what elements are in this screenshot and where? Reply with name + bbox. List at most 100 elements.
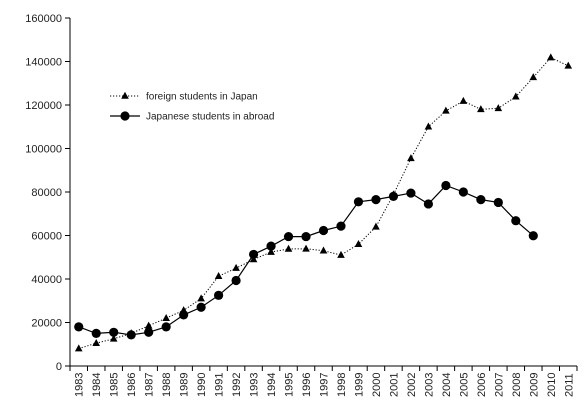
data-point <box>196 302 206 312</box>
data-point <box>511 216 521 226</box>
data-point <box>406 188 416 198</box>
x-tick-label: 1990 <box>196 373 208 397</box>
data-point <box>441 180 451 191</box>
data-point <box>354 240 363 247</box>
data-point <box>144 321 153 329</box>
data-point <box>179 310 189 320</box>
data-point <box>319 246 328 254</box>
x-tick-label: 1993 <box>249 373 261 397</box>
data-point <box>477 105 485 113</box>
x-tick-label: 2010 <box>546 373 558 397</box>
data-point <box>476 195 486 205</box>
data-point <box>371 195 381 205</box>
data-point <box>494 104 503 112</box>
x-tick-label: 2008 <box>511 373 523 397</box>
data-point <box>74 344 83 352</box>
data-point <box>248 249 259 260</box>
data-point <box>267 247 275 255</box>
x-tick-label: 2011 <box>563 373 575 397</box>
data-point <box>353 197 364 207</box>
legend-label: Japanese students in abroad <box>146 112 274 123</box>
series-line <box>78 56 569 350</box>
x-tick-label: 1985 <box>109 373 121 397</box>
legend-marker <box>120 111 130 121</box>
data-point <box>214 290 224 300</box>
x-tick-label: 1995 <box>284 373 296 397</box>
x-tick-label: 1991 <box>214 373 226 397</box>
data-point <box>424 122 433 130</box>
x-tick-label: 1997 <box>319 373 331 397</box>
data-point <box>336 221 346 231</box>
y-tick-label: 100000 <box>25 144 62 156</box>
data-point <box>302 244 310 252</box>
data-point <box>318 225 329 236</box>
data-point <box>546 53 555 61</box>
data-point <box>109 327 119 337</box>
data-point <box>92 338 101 346</box>
data-point <box>423 199 433 209</box>
x-tick-label: 1984 <box>91 373 103 397</box>
data-point <box>337 250 345 258</box>
axes <box>69 18 577 367</box>
data-point <box>528 231 538 241</box>
data-point <box>126 330 136 340</box>
data-point <box>161 322 171 332</box>
x-tick-label: 2000 <box>371 373 383 397</box>
data-point <box>458 187 468 197</box>
series-japanese-students <box>74 180 538 340</box>
data-point <box>442 106 450 114</box>
series-line <box>78 184 534 336</box>
x-tick-label: 1999 <box>353 373 365 397</box>
data-point <box>529 73 538 81</box>
legend-marker <box>121 91 129 99</box>
x-tick-label: 1989 <box>179 373 191 397</box>
y-tick-label: 20000 <box>31 318 62 330</box>
data-point <box>407 154 415 162</box>
data-point <box>91 328 101 338</box>
data-point <box>109 334 118 342</box>
legend: foreign students in Japan Japanese studen… <box>110 92 274 123</box>
data-point <box>283 231 294 242</box>
data-point <box>162 313 170 321</box>
y-tick-label: 60000 <box>31 231 62 243</box>
data-point <box>231 275 241 286</box>
data-point <box>232 263 240 271</box>
x-tick-label: 1983 <box>74 373 86 397</box>
y-tick-label: 0 <box>56 361 62 373</box>
data-point <box>214 271 223 279</box>
x-tick-label: 1988 <box>161 373 173 397</box>
data-point <box>74 322 84 332</box>
data-point <box>512 92 520 100</box>
x-tick-label: 1998 <box>336 373 348 397</box>
data-point <box>493 197 503 208</box>
y-tick-label: 140000 <box>25 57 62 69</box>
legend-label: foreign students in Japan <box>146 92 258 103</box>
y-tick-label: 40000 <box>31 274 62 286</box>
y-tick-label: 120000 <box>25 100 62 112</box>
y-tick-label: 160000 <box>25 13 62 25</box>
y-tick-label: 80000 <box>31 187 62 199</box>
x-axis-ticks: 1983 1984 1985 1986 1987 1988 1989 1990 1991 1992… <box>69 366 578 397</box>
x-tick-label: 1992 <box>231 373 243 397</box>
data-point <box>388 191 399 201</box>
x-tick-label: 1996 <box>301 373 313 397</box>
x-tick-label: 1987 <box>144 373 156 397</box>
x-tick-label: 2001 <box>388 373 400 397</box>
x-tick-label: 2003 <box>423 373 435 397</box>
data-point <box>459 96 468 104</box>
data-point <box>372 222 380 230</box>
data-point <box>301 231 311 242</box>
x-tick-label: 2006 <box>476 373 488 397</box>
data-point <box>284 244 293 252</box>
x-tick-label: 1986 <box>126 373 138 397</box>
data-point <box>564 61 573 69</box>
plot-area <box>74 53 573 352</box>
x-tick-label: 2007 <box>493 373 505 397</box>
x-tick-label: 1994 <box>266 373 278 397</box>
data-point <box>266 241 276 251</box>
data-point <box>197 294 205 302</box>
x-tick-label: 2005 <box>458 373 470 397</box>
x-tick-label: 2002 <box>406 373 418 397</box>
x-tick-label: 2004 <box>441 373 453 397</box>
